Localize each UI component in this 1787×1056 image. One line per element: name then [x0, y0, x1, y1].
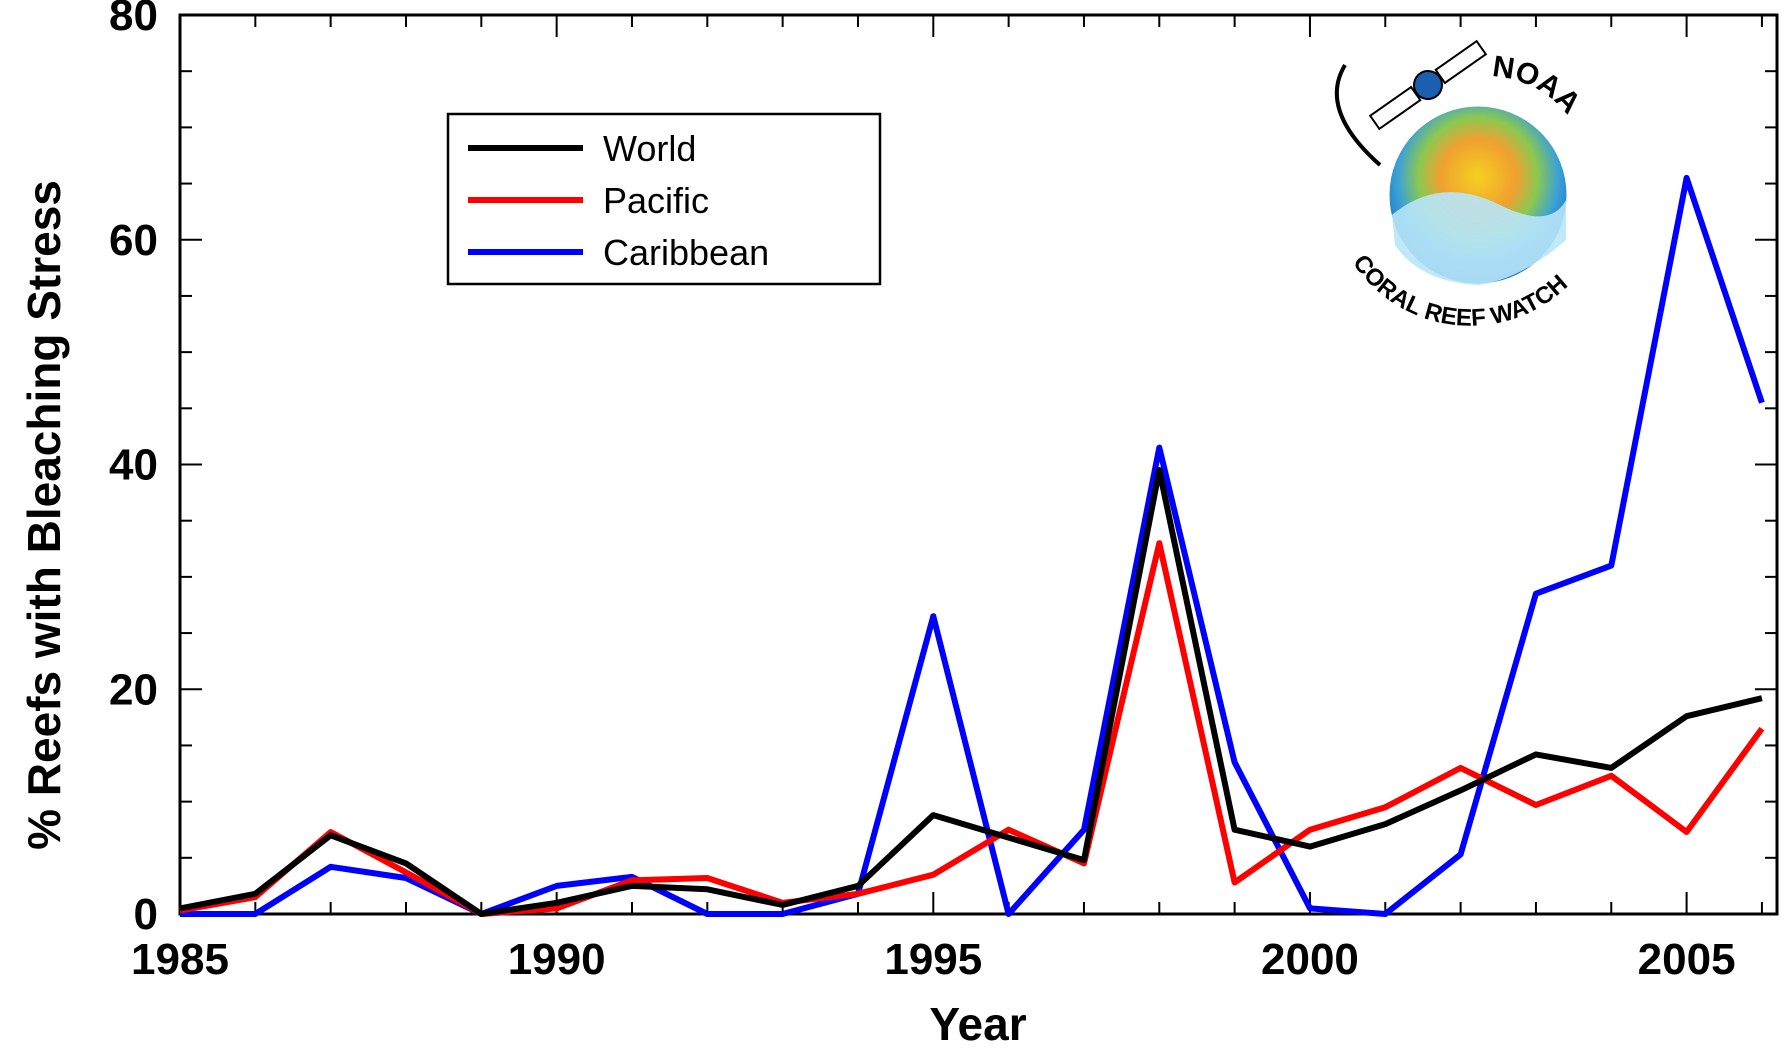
legend-label-world: World [603, 128, 696, 169]
orbit-arc-icon [1334, 63, 1382, 167]
y-tick-label: 60 [109, 216, 158, 265]
x-tick-label: 2000 [1261, 935, 1359, 984]
series-lines [179, 174, 1765, 917]
x-tick-label: 1995 [884, 935, 982, 984]
y-tick-label: 0 [134, 890, 158, 939]
globe-wave-icon [1392, 192, 1566, 285]
x-tick-label: 2005 [1638, 935, 1736, 984]
series-line-world [179, 467, 1763, 917]
y-tick-label: 20 [109, 665, 158, 714]
satellite-icon [1368, 39, 1488, 131]
y-axis-title: % Reefs with Bleaching Stress [18, 180, 70, 850]
legend-label-caribbean: Caribbean [603, 232, 769, 273]
x-tick-label: 1990 [508, 935, 606, 984]
tick-labels: 0 20 40 60 80 1985 1990 1995 2000 2005 [109, 0, 1736, 984]
y-tick-label: 80 [109, 0, 158, 40]
x-axis-title: Year [929, 998, 1026, 1050]
legend: World Pacific Caribbean [446, 112, 882, 286]
series-line-pacific [179, 540, 1765, 917]
x-tick-label: 1985 [131, 935, 229, 984]
legend-label-pacific: Pacific [603, 180, 709, 221]
y-tick-label: 40 [109, 441, 158, 490]
